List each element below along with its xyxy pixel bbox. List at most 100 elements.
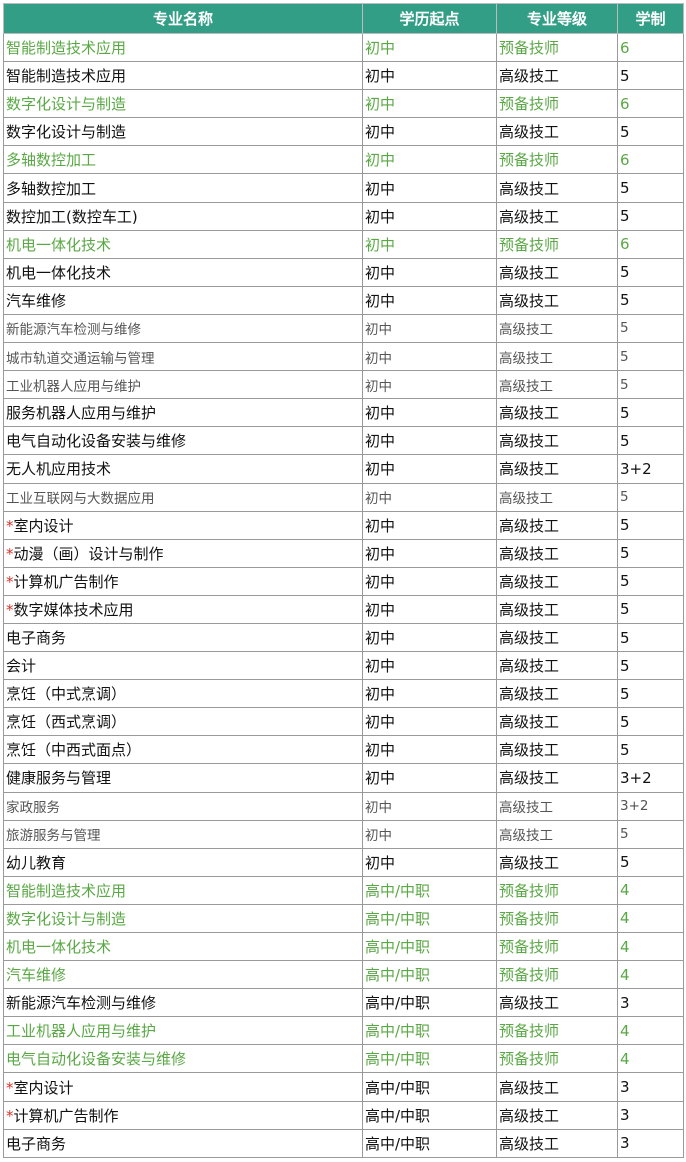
cell-text: 预备技师 bbox=[499, 966, 560, 985]
table-row: *动漫（画）设计与制作 初中 高级技工 5 bbox=[3, 538, 684, 568]
table-cell: 数字化设计与制造 bbox=[3, 89, 363, 119]
table-cell: 5 bbox=[617, 117, 684, 147]
table-cell: 5 bbox=[617, 426, 684, 456]
table-cell: 初中 bbox=[362, 735, 497, 765]
table-cell: 高级技工 bbox=[496, 173, 618, 203]
cell-text: 高级技工 bbox=[499, 460, 560, 479]
cell-text: 高级技工 bbox=[499, 291, 560, 310]
cell-text: 6 bbox=[620, 38, 630, 57]
table-cell: 高级技工 bbox=[496, 398, 618, 428]
cell-text: 高级技工 bbox=[499, 1078, 560, 1097]
cell-text: 预备技师 bbox=[499, 938, 560, 957]
table-cell: 家政服务 bbox=[3, 791, 363, 821]
cell-text: 幼儿教育 bbox=[6, 853, 67, 872]
header-cell: 专业名称 bbox=[3, 3, 363, 34]
cell-text: 电子商务 bbox=[6, 629, 67, 648]
table-cell: 5 bbox=[617, 342, 684, 372]
table-cell: 高级技工 bbox=[496, 651, 618, 681]
cell-text: 高级技工 bbox=[499, 713, 560, 732]
cell-text: 电气自动化设备安装与维修 bbox=[6, 1050, 187, 1069]
cell-text: 3 bbox=[620, 993, 630, 1012]
table-cell: 4 bbox=[617, 960, 684, 990]
table-cell: 新能源汽车检测与维修 bbox=[3, 988, 363, 1018]
table-cell: *室内设计 bbox=[3, 1072, 363, 1102]
cell-text: 高级技工 bbox=[499, 491, 553, 508]
cell-text: 高级技工 bbox=[499, 572, 560, 591]
table-cell: 初中 bbox=[362, 370, 497, 400]
cell-text: 计算机广告制作 bbox=[13, 572, 119, 591]
table-row: 多轴数控加工 初中 预备技师 6 bbox=[3, 145, 684, 175]
cell-text: 初中 bbox=[365, 322, 392, 339]
cell-text: 初中 bbox=[365, 378, 392, 395]
cell-text: 初中 bbox=[365, 741, 396, 760]
cell-text: 6 bbox=[620, 150, 630, 169]
cell-text: 动漫（画）设计与制作 bbox=[13, 544, 164, 563]
header-cell: 学制 bbox=[617, 3, 684, 34]
table-cell: 预备技师 bbox=[496, 931, 618, 962]
cell-text: 高级技工 bbox=[499, 1134, 560, 1153]
cell-text: 预备技师 bbox=[499, 235, 560, 254]
table-cell: 预备技师 bbox=[496, 903, 618, 934]
table-cell: 工业机器人应用与维护 bbox=[3, 1016, 363, 1046]
table-cell: 烹饪（中式烹调） bbox=[3, 679, 363, 709]
table-cell: 高级技工 bbox=[496, 819, 618, 849]
cell-text: 高中/中职 bbox=[365, 1050, 431, 1069]
table-cell: 高级技工 bbox=[496, 426, 618, 456]
cell-text: 初中 bbox=[365, 629, 396, 648]
table-cell: 高级技工 bbox=[496, 285, 618, 315]
table-row: 数控加工(数控车工) 初中 高级技工 5 bbox=[3, 201, 684, 231]
cell-text: 机电一体化技术 bbox=[6, 938, 112, 957]
cell-text: 初中 bbox=[365, 179, 396, 198]
table-row: 机电一体化技术 初中 预备技师 6 bbox=[3, 229, 684, 259]
table-cell: 5 bbox=[617, 398, 684, 428]
cell-text: 高级技工 bbox=[499, 322, 553, 339]
table-cell: 5 bbox=[617, 707, 684, 737]
table-row: 烹饪（西式烹调） 初中 高级技工 5 bbox=[3, 707, 684, 737]
table-cell: 预备技师 bbox=[496, 875, 618, 905]
cell-text: 初中 bbox=[365, 600, 396, 619]
cell-text: 电子商务 bbox=[6, 1134, 67, 1153]
table-cell: *计算机广告制作 bbox=[3, 566, 363, 596]
cell-text: 初中 bbox=[365, 828, 392, 845]
table-row: 机电一体化技术 高中/中职 预备技师 4 bbox=[3, 931, 684, 962]
table-cell: 机电一体化技术 bbox=[3, 229, 363, 259]
cell-text: 机电一体化技术 bbox=[6, 263, 112, 282]
table-cell: 3+2 bbox=[617, 454, 684, 484]
cell-text: 高级技工 bbox=[499, 67, 560, 86]
table-cell: 5 bbox=[617, 285, 684, 315]
table-cell: 高级技工 bbox=[496, 370, 618, 400]
cell-text: 汽车维修 bbox=[6, 966, 67, 985]
table-row: 电子商务 高中/中职 高级技工 3 bbox=[3, 1128, 684, 1158]
cell-text: 烹饪（西式烹调） bbox=[6, 713, 127, 732]
cell-text: 初中 bbox=[365, 432, 396, 451]
cell-text: 高级技工 bbox=[499, 741, 560, 760]
table-row: 数字化设计与制造 初中 高级技工 5 bbox=[3, 117, 684, 147]
table-cell: 初中 bbox=[362, 538, 497, 568]
cell-text: 初中 bbox=[365, 713, 396, 732]
table-body: 智能制造技术应用 初中 预备技师 6 智能制造技术应用 初中 高级技工 5 数字化设计与制造 初中… bbox=[3, 32, 684, 1158]
table-cell: 高级技工 bbox=[496, 482, 618, 512]
table-cell: 5 bbox=[617, 482, 684, 512]
cell-text: 室内设计 bbox=[13, 516, 74, 535]
table-cell: 初中 bbox=[362, 145, 497, 175]
table-cell: 高中/中职 bbox=[362, 1100, 497, 1130]
cell-text: 初中 bbox=[365, 350, 392, 367]
table-row: *计算机广告制作 初中 高级技工 5 bbox=[3, 566, 684, 596]
cell-text: 5 bbox=[620, 207, 630, 226]
cell-text: 初中 bbox=[365, 39, 396, 58]
table-cell: 初中 bbox=[362, 482, 497, 512]
table-cell: 初中 bbox=[362, 398, 497, 428]
cell-text: 3 bbox=[620, 1106, 630, 1125]
table-cell: 电气自动化设备安装与维修 bbox=[3, 1044, 363, 1074]
table-cell: 汽车维修 bbox=[3, 285, 363, 315]
cell-text: 5 bbox=[620, 489, 629, 506]
table-row: 多轴数控加工 初中 高级技工 5 bbox=[3, 173, 684, 203]
cell-text: 高中/中职 bbox=[365, 994, 431, 1013]
table-row: 幼儿教育 初中 高级技工 5 bbox=[3, 847, 684, 877]
cell-text: 智能制造技术应用 bbox=[6, 881, 127, 900]
cell-text: 烹饪（中式烹调） bbox=[6, 685, 127, 704]
required-mark: * bbox=[6, 572, 14, 591]
table-cell: 5 bbox=[617, 622, 684, 653]
table-cell: 高级技工 bbox=[496, 201, 618, 231]
table-cell: 工业机器人应用与维护 bbox=[3, 370, 363, 400]
